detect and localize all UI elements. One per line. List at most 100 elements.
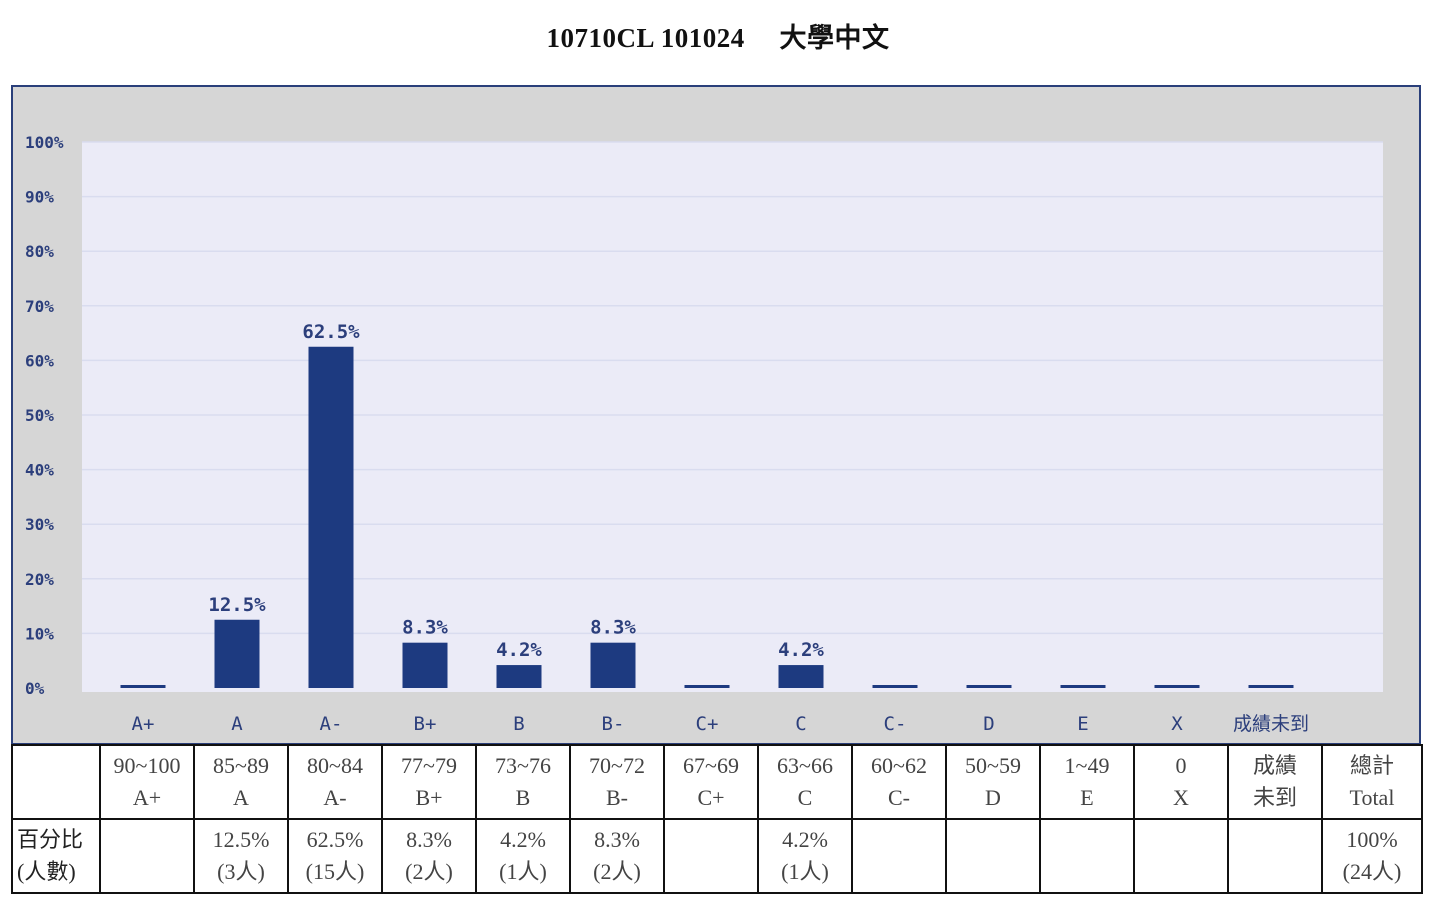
range-cell: 90~100 A+ — [99, 744, 195, 820]
data-label: 4.2% — [778, 639, 824, 661]
bar-7 — [684, 685, 730, 688]
x-tick-label: C- — [884, 713, 907, 735]
range-cell: 60~62 C- — [851, 744, 947, 820]
range-cell: 70~72 B- — [569, 744, 665, 820]
cell-text: 4.2% — [782, 827, 828, 852]
cell-text: 77~79 — [401, 753, 457, 778]
range-cell: 總計 Total — [1321, 744, 1423, 820]
data-label: 8.3% — [402, 617, 448, 639]
cell-text: (24人) — [1342, 859, 1402, 884]
data-label: 4.2% — [496, 639, 542, 661]
y-tick-label: 50% — [25, 406, 54, 425]
cell-text: 總計 — [1349, 753, 1394, 778]
cell-text: B+ — [415, 785, 443, 810]
cell-text: Total — [1349, 785, 1395, 810]
cell-text: 未到 — [1252, 785, 1297, 810]
x-tick-label: A- — [320, 713, 343, 735]
percent-cell — [1133, 818, 1229, 894]
cell-text: C- — [888, 785, 910, 810]
cell-text: A+ — [132, 785, 162, 810]
x-tick-label: E — [1077, 713, 1088, 735]
x-tick-label: D — [983, 713, 994, 735]
x-tick-label: B+ — [414, 713, 437, 735]
range-cell: 成績 未到 — [1227, 744, 1323, 820]
percent-cell: 4.2% (1人) — [757, 818, 853, 894]
y-tick-label: 0% — [25, 679, 45, 698]
y-tick-label: 90% — [25, 188, 54, 207]
plot-area — [82, 142, 1383, 692]
percent-cell — [945, 818, 1041, 894]
cell-text: 1~49 — [1064, 753, 1110, 778]
range-cell: 67~69 C+ — [663, 744, 759, 820]
x-tick-label: C+ — [696, 713, 719, 735]
bar-9 — [872, 685, 918, 688]
cell-text: 67~69 — [683, 753, 739, 778]
y-tick-label: 100% — [25, 133, 64, 152]
cell-text: B — [515, 785, 531, 810]
cell-text: 85~89 — [213, 753, 269, 778]
cell-text: 73~76 — [495, 753, 551, 778]
range-cell: 73~76 B — [475, 744, 571, 820]
bar-4 — [402, 642, 448, 688]
percent-cell — [1227, 818, 1323, 894]
chart-frame: 0% 10% 20% 30% 40% 50% 60% 70% 80% 90% 100% A+ 12.5%… — [11, 85, 1421, 745]
x-tick-label: X — [1171, 713, 1183, 735]
range-cell: 63~66 C — [757, 744, 853, 820]
cell-text: (2人) — [593, 859, 641, 884]
y-tick-label: 40% — [25, 461, 54, 480]
range-cell: 77~79 B+ — [381, 744, 477, 820]
cell-text: 62.5% — [306, 827, 364, 852]
cell-text: 90~100 — [113, 753, 181, 778]
percent-cell — [1039, 818, 1135, 894]
range-cell: 1~49 E — [1039, 744, 1135, 820]
cell-text: 0 — [1175, 753, 1187, 778]
data-label: 12.5% — [208, 594, 266, 616]
y-tick-label: 80% — [25, 242, 54, 261]
cell-text: 8.3% — [406, 827, 452, 852]
x-tick-label: C — [795, 713, 806, 735]
page-title: 10710CL 101024 大學中文 — [546, 23, 890, 53]
percent-cell — [663, 818, 759, 894]
x-tick-label: A+ — [132, 713, 155, 735]
cell-text: X — [1173, 785, 1189, 810]
corner-cell — [11, 744, 101, 820]
cell-text: 8.3% — [594, 827, 640, 852]
cell-text: 63~66 — [777, 753, 833, 778]
cell-text: 100% — [1346, 827, 1398, 852]
cell-text: (人數) — [17, 859, 76, 884]
cell-text: 百分比 — [17, 827, 84, 852]
cell-text: 80~84 — [307, 753, 363, 778]
y-tick-label: 60% — [25, 351, 54, 370]
cell-text: C+ — [697, 785, 725, 810]
grade-percent-row: 百分比 (人數) 12.5% (3人) 62.5% (15人) 8.3% (2人) 4.2% (1… — [11, 818, 1423, 894]
bar-chart: 0% 10% 20% 30% 40% 50% 60% 70% 80% 90% 100% A+ 12.5%… — [25, 133, 1383, 735]
cell-text: 4.2% — [500, 827, 546, 852]
range-cell: 85~89 A — [193, 744, 289, 820]
bar-8 — [778, 665, 824, 688]
bar-6 — [590, 642, 636, 688]
x-tick-label: 成績未到 — [1233, 713, 1309, 735]
cell-text: 70~72 — [589, 753, 645, 778]
y-tick-label: 30% — [25, 515, 54, 534]
cell-text: (1人) — [499, 859, 547, 884]
bar-1 — [120, 685, 166, 688]
bar-11 — [1060, 685, 1106, 688]
percent-cell: 8.3% (2人) — [569, 818, 665, 894]
data-label: 8.3% — [590, 617, 636, 639]
cell-text: (15人) — [305, 859, 365, 884]
x-tick-label: B — [513, 713, 524, 735]
cell-text: 成績 — [1252, 753, 1297, 778]
percent-cell — [99, 818, 195, 894]
y-tick-label: 10% — [25, 624, 54, 643]
row-header-cell: 百分比 (人數) — [11, 818, 101, 894]
range-cell: 80~84 A- — [287, 744, 383, 820]
percent-cell: 12.5% (3人) — [193, 818, 289, 894]
x-tick-label: A — [231, 713, 243, 735]
cell-text: 12.5% — [212, 827, 270, 852]
cell-text: A — [233, 785, 249, 810]
cell-text: (2人) — [405, 859, 453, 884]
range-cell: 50~59 D — [945, 744, 1041, 820]
cell-text: D — [985, 785, 1001, 810]
cell-text: A- — [323, 785, 347, 810]
